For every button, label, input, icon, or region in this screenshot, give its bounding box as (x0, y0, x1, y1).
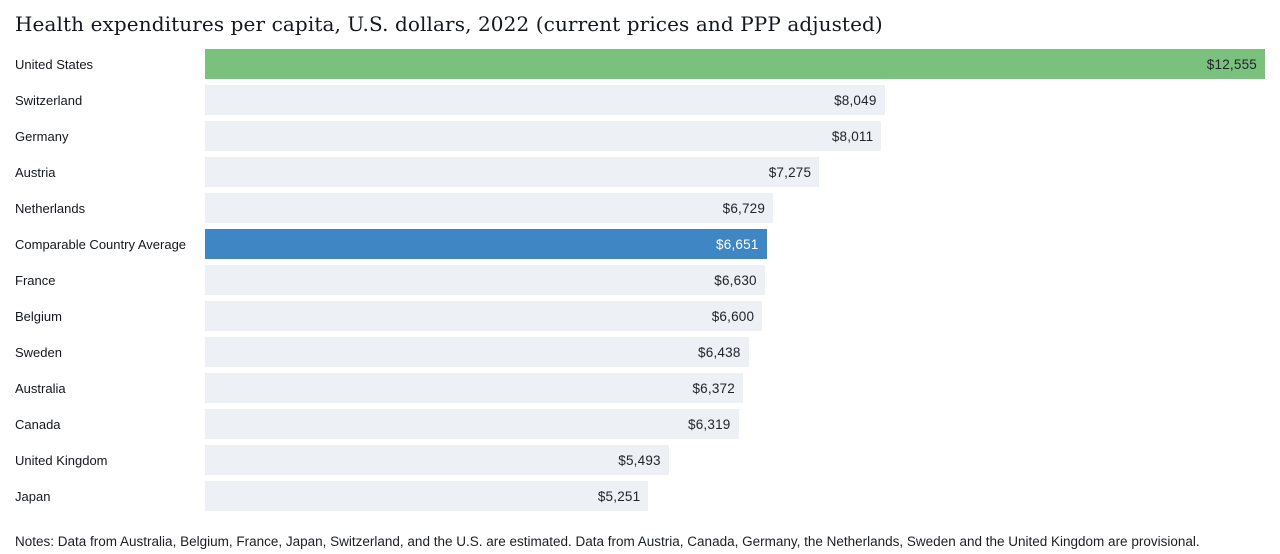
bar-value-label: $6,729 (722, 200, 766, 216)
bar-value-label: $8,049 (834, 92, 877, 108)
bar-value-label: $12,555 (1206, 56, 1257, 72)
bar-value-label: $6,651 (716, 236, 759, 252)
bar-australia: $6,372 (205, 373, 743, 403)
bar-rows: United States $12,555 Switzerland $8,049 Ger… (0, 49, 1280, 511)
bar-track: $6,372 (205, 373, 1265, 403)
bar-category-label: Switzerland (15, 92, 83, 108)
bar-track: $6,630 (205, 265, 1265, 295)
bar-switzerland: $8,049 (205, 85, 885, 115)
bar-category-label: Austria (15, 164, 56, 180)
bar-category-label: Australia (15, 380, 66, 396)
bar-row-united-states: United States $12,555 (0, 49, 1280, 79)
bar-category-label: Canada (15, 416, 61, 432)
bar-track: $6,651 (205, 229, 1265, 259)
bar-track: $5,493 (205, 445, 1265, 475)
bar-category-label: Germany (15, 128, 69, 144)
bar-belgium: $6,600 (205, 301, 763, 331)
bar-value-label: $5,493 (618, 452, 661, 468)
bar-value-label: $6,600 (711, 308, 755, 324)
bar-value-label: $6,438 (698, 344, 741, 360)
bar-value-label: $6,630 (714, 272, 757, 288)
bar-row-belgium: Belgium $6,600 (0, 301, 1280, 331)
bar-germany: $8,011 (205, 121, 882, 151)
bar-track: $6,729 (205, 193, 1265, 223)
bar-canada: $6,319 (205, 409, 739, 439)
bar-comparable-country-average: $6,651 (205, 229, 767, 259)
bar-track: $6,319 (205, 409, 1265, 439)
bar-track: $8,049 (205, 85, 1265, 115)
chart-notes: Notes: Data from Australia, Belgium, Fra… (15, 534, 1200, 549)
bar-track: $7,275 (205, 157, 1265, 187)
bar-row-united-kingdom: United Kingdom $5,493 (0, 445, 1280, 475)
bar-category-label: Netherlands (15, 200, 86, 216)
bar-france: $6,630 (205, 265, 765, 295)
bar-value-label: $7,275 (768, 164, 812, 180)
bar-category-label: Japan (15, 488, 51, 504)
bar-japan: $5,251 (205, 481, 649, 511)
bar-united-kingdom: $5,493 (205, 445, 669, 475)
bar-netherlands: $6,729 (205, 193, 774, 223)
bar-track: $8,011 (205, 121, 1265, 151)
bar-category-label: Comparable Country Average (15, 236, 187, 252)
chart-title: Health expenditures per capita, U.S. dol… (15, 12, 883, 36)
bar-row-austria: Austria $7,275 (0, 157, 1280, 187)
bar-category-label: United Kingdom (15, 452, 108, 468)
bar-row-france: France $6,630 (0, 265, 1280, 295)
bar-chart: United States $12,555 Switzerland $8,049 Ger… (0, 49, 1280, 511)
bar-value-label: $8,011 (831, 128, 874, 144)
bar-row-japan: Japan $5,251 (0, 481, 1280, 511)
bar-category-label: France (15, 272, 56, 288)
bar-sweden: $6,438 (205, 337, 749, 367)
bar-category-label: Belgium (15, 308, 62, 324)
bar-row-germany: Germany $8,011 (0, 121, 1280, 151)
bar-track: $12,555 (205, 49, 1265, 79)
bar-row-canada: Canada $6,319 (0, 409, 1280, 439)
bar-value-label: $6,372 (692, 380, 735, 396)
bar-united-states: $12,555 (205, 49, 1265, 79)
bar-row-australia: Australia $6,372 (0, 373, 1280, 403)
bar-austria: $7,275 (205, 157, 820, 187)
bar-row-sweden: Sweden $6,438 (0, 337, 1280, 367)
bar-track: $6,438 (205, 337, 1265, 367)
bar-row-netherlands: Netherlands $6,729 (0, 193, 1280, 223)
bar-row-switzerland: Switzerland $8,049 (0, 85, 1280, 115)
bar-value-label: $5,251 (597, 488, 641, 504)
bar-category-label: United States (15, 56, 94, 72)
bar-category-label: Sweden (15, 344, 62, 360)
bar-value-label: $6,319 (688, 416, 731, 432)
bar-row-comparable-country-average: Comparable Country Average $6,651 (0, 229, 1280, 259)
bar-track: $6,600 (205, 301, 1265, 331)
bar-track: $5,251 (205, 481, 1265, 511)
